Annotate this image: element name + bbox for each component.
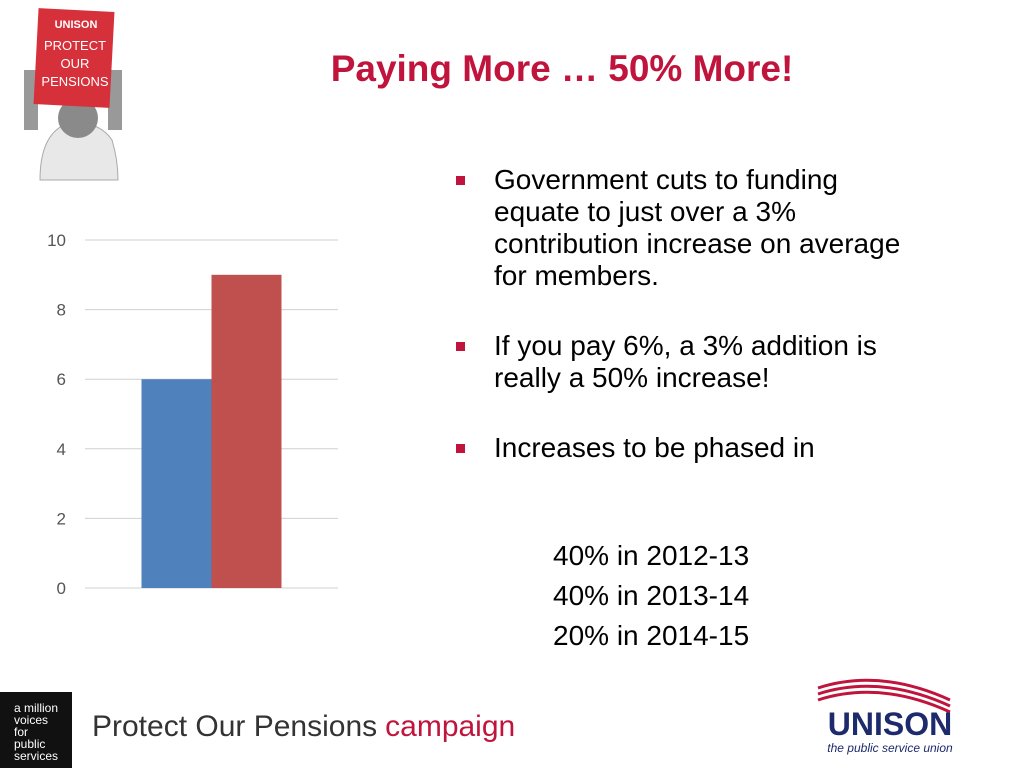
- badge-line: public: [14, 737, 45, 751]
- y-tick-label: 8: [57, 301, 66, 320]
- campaign-accent: campaign: [385, 710, 515, 743]
- sign-brand: UNISON: [55, 19, 98, 31]
- sign-line: PROTECT: [44, 38, 106, 53]
- badge: [0, 692, 72, 768]
- y-tick-label: 6: [57, 370, 66, 389]
- phase-item: 40% in 2013-14: [553, 580, 750, 611]
- phase-item: 20% in 2014-15: [553, 620, 750, 651]
- sign: [33, 8, 115, 108]
- sign-line: PENSIONS: [41, 74, 109, 89]
- logo-text: UNISON: [828, 706, 952, 742]
- phase-item: 40% in 2012-13: [553, 540, 750, 571]
- logo-swoosh: [817, 684, 951, 708]
- campaign-main: Protect Our Pensions: [92, 710, 377, 743]
- badge-line: for: [14, 725, 28, 739]
- photo-arm: [108, 70, 122, 130]
- bar: [211, 274, 282, 588]
- bullet-item: Increases to be phased in: [452, 432, 922, 464]
- y-tick-label: 0: [57, 579, 66, 598]
- photo-head: [58, 98, 98, 138]
- badge-line: voices: [14, 713, 48, 727]
- logo-swoosh: [817, 678, 951, 702]
- campaign-text: Protect Our Pensions campaign: [92, 710, 515, 743]
- badge-line: services: [14, 749, 58, 763]
- bullet-item: If you pay 6%, a 3% addition is really a…: [452, 330, 922, 394]
- badge-line: a million: [14, 701, 58, 715]
- y-tick-label: 10: [47, 231, 66, 250]
- bar: [141, 379, 212, 588]
- y-tick-label: 2: [57, 509, 66, 528]
- sign-line: OUR: [61, 56, 90, 71]
- logo-tagline: the public service union: [827, 741, 953, 755]
- bullet-item: Government cuts to funding equate to jus…: [452, 164, 922, 292]
- slide-title: Paying More … 50% More!: [330, 48, 794, 89]
- logo-swoosh: [817, 690, 951, 714]
- bullet-list: Government cuts to funding equate to jus…: [452, 164, 922, 502]
- y-tick-label: 4: [57, 440, 66, 459]
- photo-arm: [24, 70, 38, 130]
